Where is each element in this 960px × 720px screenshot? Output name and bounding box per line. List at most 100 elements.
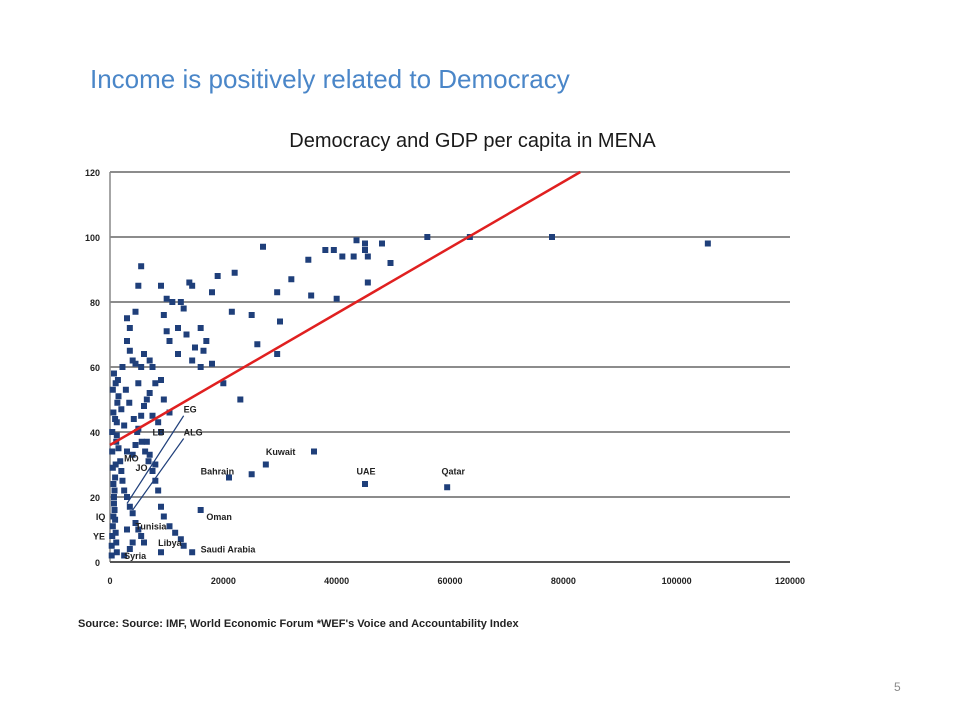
data-point <box>109 523 116 530</box>
data-point <box>364 253 371 260</box>
y-tick-label: 0 <box>95 558 100 568</box>
data-point <box>209 289 215 296</box>
y-tick-label: 120 <box>85 168 100 178</box>
data-point <box>112 461 119 468</box>
data-points <box>108 234 711 559</box>
data-point <box>350 253 357 260</box>
data-point <box>113 419 120 426</box>
data-point <box>124 494 130 500</box>
data-point <box>113 549 120 556</box>
data-point <box>322 247 329 253</box>
data-point <box>111 487 118 494</box>
data-point <box>142 448 149 455</box>
data-point <box>115 445 122 452</box>
data-point <box>237 396 244 403</box>
data-point <box>308 292 315 299</box>
data-point <box>444 484 451 491</box>
data-point <box>200 347 207 354</box>
y-tick-label: 40 <box>90 428 100 438</box>
data-point <box>110 409 117 416</box>
data-point <box>362 481 368 487</box>
data-point <box>109 386 116 393</box>
data-point <box>126 503 133 510</box>
data-point <box>186 279 193 286</box>
data-point <box>152 477 159 484</box>
country-label: IQ <box>96 512 106 522</box>
data-point <box>158 549 164 556</box>
slide-title: Income is positively related to Democrac… <box>90 64 570 94</box>
data-point <box>132 360 139 367</box>
trend-line-group <box>109 170 581 447</box>
data-point <box>330 247 337 253</box>
data-point <box>112 529 119 536</box>
data-point <box>160 312 167 318</box>
data-point <box>138 263 145 270</box>
data-point <box>113 539 120 546</box>
data-point <box>129 451 136 458</box>
data-point <box>149 364 156 370</box>
x-tick-label: 60000 <box>437 576 462 586</box>
data-point <box>311 448 317 455</box>
country-label: ALG <box>184 427 203 437</box>
data-point <box>214 273 221 279</box>
data-point <box>141 539 147 546</box>
data-point <box>226 474 232 481</box>
data-point <box>146 357 153 364</box>
data-point <box>177 536 184 543</box>
data-point <box>119 364 126 370</box>
data-point <box>169 299 176 305</box>
data-point <box>364 279 371 286</box>
data-point <box>138 438 145 445</box>
data-point <box>175 325 181 331</box>
data-point <box>254 341 261 348</box>
x-tick-label: 40000 <box>324 576 349 586</box>
data-point <box>166 523 173 530</box>
data-point <box>192 344 198 351</box>
data-point <box>117 458 124 465</box>
data-point <box>197 507 204 513</box>
data-point <box>110 481 117 487</box>
country-label: Libya <box>158 538 183 548</box>
data-point <box>305 256 312 263</box>
data-point <box>189 282 196 289</box>
data-point <box>111 507 118 513</box>
data-point <box>135 526 142 533</box>
data-point <box>248 312 255 318</box>
data-point <box>274 289 281 296</box>
data-point <box>118 468 125 474</box>
data-point <box>262 461 269 468</box>
data-point <box>160 513 167 520</box>
data-point <box>124 448 130 455</box>
grid-lines <box>110 171 790 498</box>
data-point <box>155 487 162 494</box>
data-point <box>109 448 116 455</box>
page-number: 5 <box>894 680 901 694</box>
y-tick-labels: 0 20 40 60 80 100 120 <box>85 168 100 568</box>
x-tick-label: 0 <box>107 576 112 586</box>
data-point <box>113 432 120 439</box>
data-point <box>172 529 179 536</box>
data-point <box>121 552 128 559</box>
leader-line <box>126 415 185 504</box>
country-label: Tunisia <box>136 522 168 532</box>
data-point <box>114 399 121 406</box>
data-point <box>112 474 119 481</box>
leader-line <box>132 438 185 511</box>
y-tick-label: 20 <box>90 493 100 503</box>
data-point <box>132 520 139 526</box>
x-tick-label: 20000 <box>211 576 236 586</box>
data-point <box>180 542 187 549</box>
data-point <box>163 295 170 302</box>
data-point <box>110 494 117 500</box>
data-point <box>114 377 121 383</box>
data-point <box>152 380 159 387</box>
data-point <box>110 500 117 507</box>
x-tick-label: 100000 <box>662 576 692 586</box>
country-label: JO <box>136 463 148 473</box>
data-point <box>274 351 281 357</box>
data-point <box>126 546 133 552</box>
data-point <box>379 240 385 247</box>
data-point <box>138 533 145 539</box>
y-tick-label: 100 <box>85 233 100 243</box>
